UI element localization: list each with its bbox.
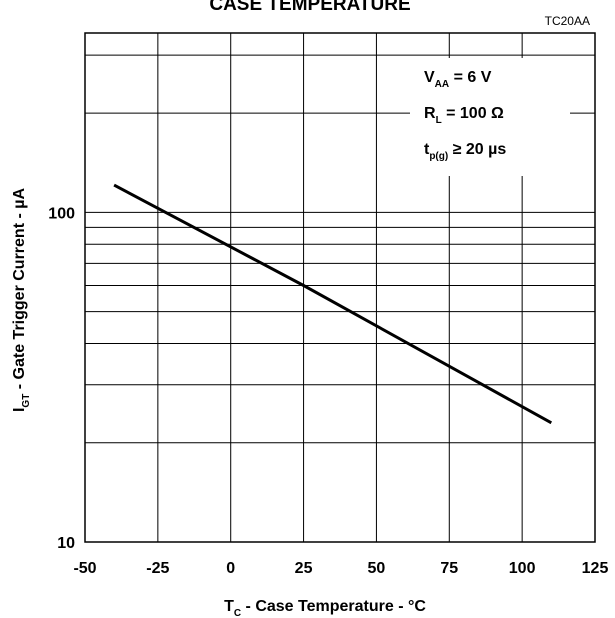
x-axis-label-sub: C (234, 608, 241, 618)
x-tick-label: 25 (295, 560, 313, 577)
condition-tpg: tp(g) ≥ 20 µs (424, 141, 506, 162)
y-tick-label: 10 (57, 535, 75, 552)
y-tick-label: 100 (48, 205, 75, 222)
condition-tpg-sub: p(g) (429, 151, 448, 162)
x-tick-label: 50 (368, 560, 386, 577)
x-tick-labels: -50 -25 0 25 50 75 100 125 (73, 560, 608, 577)
x-tick-label: -50 (73, 560, 96, 577)
plot-frame (84, 32, 596, 543)
condition-rl-sub: L (436, 115, 442, 126)
y-axis-label-sub: GT (21, 394, 32, 408)
condition-rl: RL = 100 Ω (424, 105, 504, 126)
y-tick-labels: 10 100 (48, 205, 75, 552)
series-line (113, 183, 553, 425)
figure-code: TC20AA (545, 14, 590, 28)
condition-vaa-main: V (424, 69, 435, 86)
x-tick-label: 125 (582, 560, 609, 577)
x-axis-label-main: T (224, 598, 234, 615)
x-tick-label: 0 (226, 560, 235, 577)
x-tick-label: 75 (440, 560, 458, 577)
chart-title: CASE TEMPERATURE (209, 0, 410, 15)
x-tick-label: -25 (146, 560, 169, 577)
condition-vaa: VAA = 6 V (424, 69, 492, 90)
conditions-box (410, 58, 570, 176)
y-axis-label-main: I (11, 408, 28, 412)
condition-tpg-rest: ≥ 20 µs (448, 141, 506, 158)
y-axis-label: IGT - Gate Trigger Current - µA (11, 188, 32, 412)
condition-rl-main: R (424, 105, 436, 122)
series (113, 183, 553, 425)
condition-tpg-main: t (424, 141, 430, 158)
condition-vaa-sub: AA (435, 79, 449, 90)
x-tick-label: 100 (509, 560, 536, 577)
y-axis-label-rest: - Gate Trigger Current - µA (11, 188, 28, 394)
condition-vaa-rest: = 6 V (449, 69, 492, 86)
x-axis-label: TC - Case Temperature - °C (224, 598, 426, 618)
condition-rl-rest: = 100 Ω (442, 105, 504, 122)
x-axis-label-rest: - Case Temperature - °C (241, 598, 426, 615)
